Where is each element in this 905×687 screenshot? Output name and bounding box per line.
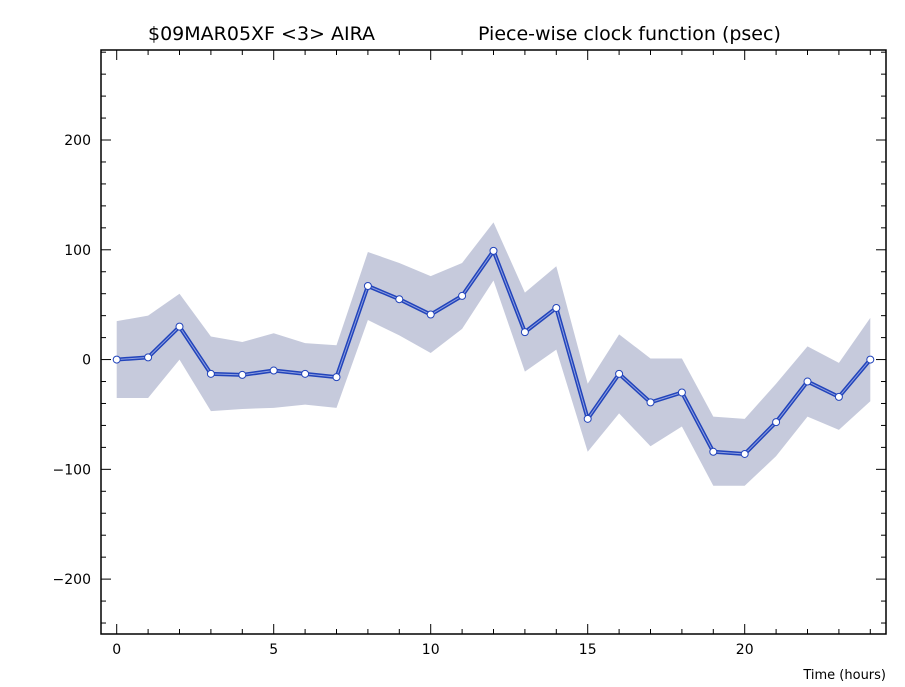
x-axis-label: Time (hours) xyxy=(802,668,886,683)
data-point xyxy=(332,373,341,382)
data-point xyxy=(772,418,781,427)
chart-title-right: Piece-wise clock function (psec) xyxy=(478,23,781,45)
data-point xyxy=(677,388,686,397)
axis-ticks xyxy=(101,50,886,634)
y-tick-label: −100 xyxy=(53,462,91,478)
data-point xyxy=(709,447,718,456)
x-tick-label: 15 xyxy=(579,642,597,658)
data-points xyxy=(112,246,875,458)
data-point xyxy=(740,449,749,458)
data-point xyxy=(646,398,655,407)
data-point xyxy=(238,370,247,379)
data-point xyxy=(489,246,498,255)
data-point xyxy=(458,291,467,300)
confidence-band-area xyxy=(116,222,871,486)
x-tick-label: 0 xyxy=(112,642,121,658)
x-tick-label: 20 xyxy=(736,642,754,658)
data-point xyxy=(301,369,310,378)
data-point xyxy=(363,282,372,291)
confidence-band xyxy=(116,222,871,486)
x-tick-label: 5 xyxy=(269,642,278,658)
data-point xyxy=(520,328,529,337)
data-point xyxy=(834,392,843,401)
data-point xyxy=(269,366,278,375)
data-point xyxy=(426,310,435,319)
data-point xyxy=(583,414,592,423)
y-tick-label: 0 xyxy=(82,353,91,369)
data-point xyxy=(552,303,561,312)
data-point xyxy=(175,322,184,331)
data-point xyxy=(144,353,153,362)
data-point xyxy=(112,355,121,364)
data-point xyxy=(803,377,812,386)
y-tick-label: 100 xyxy=(64,243,91,259)
data-point xyxy=(395,295,404,304)
x-tick-labels: 0 5 10 15 20 xyxy=(112,642,753,658)
y-tick-label: 200 xyxy=(64,133,91,149)
data-point xyxy=(866,355,875,364)
y-tick-label: −200 xyxy=(53,572,91,588)
data-point xyxy=(615,369,624,378)
y-tick-labels: −200 −100 0 100 200 xyxy=(53,133,91,588)
chart-title-left: $09MAR05XF <3> AIRA xyxy=(148,23,375,45)
data-point xyxy=(206,369,215,378)
x-tick-label: 10 xyxy=(422,642,440,658)
